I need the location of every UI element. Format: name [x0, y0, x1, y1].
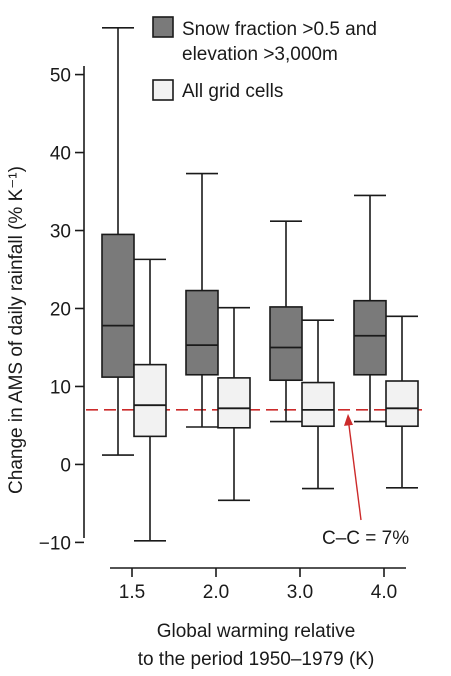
- x-tick-label: 1.5: [119, 582, 145, 603]
- legend-swatch-all: [152, 79, 174, 101]
- legend-swatch-snow: [152, 16, 174, 38]
- box-iqr: [101, 233, 135, 378]
- x-axis-title: Global warming relative: [157, 621, 356, 642]
- legend: Snow fraction >0.5 and elevation >3,000m A…: [152, 16, 377, 102]
- box-iqr: [133, 363, 167, 438]
- box-snow-2.0: [185, 172, 219, 428]
- box-snow-1.5: [101, 26, 135, 456]
- box-all-4.0: [385, 315, 419, 489]
- x-axis-title: to the period 1950–1979 (K): [138, 649, 375, 670]
- y-tick-label: 10: [50, 377, 71, 398]
- box-all-3.0: [301, 319, 335, 490]
- x-tick-label: 3.0: [287, 582, 313, 603]
- annotation-arrow-head: [344, 413, 353, 426]
- legend-label-all: All grid cells: [182, 81, 283, 102]
- legend-label-snow: elevation >3,000m: [182, 44, 338, 65]
- y-tick-label: 40: [50, 144, 71, 165]
- box-snow-4.0: [353, 194, 387, 423]
- box-iqr: [185, 289, 219, 376]
- annotation-group: C–C = 7%: [322, 413, 409, 549]
- box-iqr: [353, 299, 387, 376]
- annotation-arrow-shaft: [348, 423, 362, 521]
- y-tick-label: 50: [50, 66, 71, 87]
- box-iqr: [217, 377, 251, 429]
- box-all-2.0: [217, 306, 251, 502]
- box-snow-3.0: [269, 220, 303, 423]
- y-tick-label: 0: [60, 455, 71, 476]
- box-all-1.5: [133, 258, 167, 542]
- boxes-group: [101, 26, 419, 542]
- box-iqr: [301, 381, 335, 428]
- y-axis-title: Change in AMS of daily rainfall (% K⁻¹): [6, 166, 27, 494]
- x-tick-label: 4.0: [371, 582, 397, 603]
- y-tick-label: 30: [50, 222, 71, 243]
- y-tick-label: 20: [50, 299, 71, 320]
- box-iqr: [385, 380, 419, 428]
- box-iqr: [269, 306, 303, 382]
- annotation-label: C–C = 7%: [322, 528, 409, 549]
- axes-group: −10 0 10 20 30 40 50 1.5 2.0 3.0 4.0 Global warming…: [6, 66, 406, 670]
- x-tick-label: 2.0: [203, 582, 229, 603]
- legend-label-snow: Snow fraction >0.5 and: [182, 19, 377, 40]
- y-tick-label: −10: [39, 533, 71, 554]
